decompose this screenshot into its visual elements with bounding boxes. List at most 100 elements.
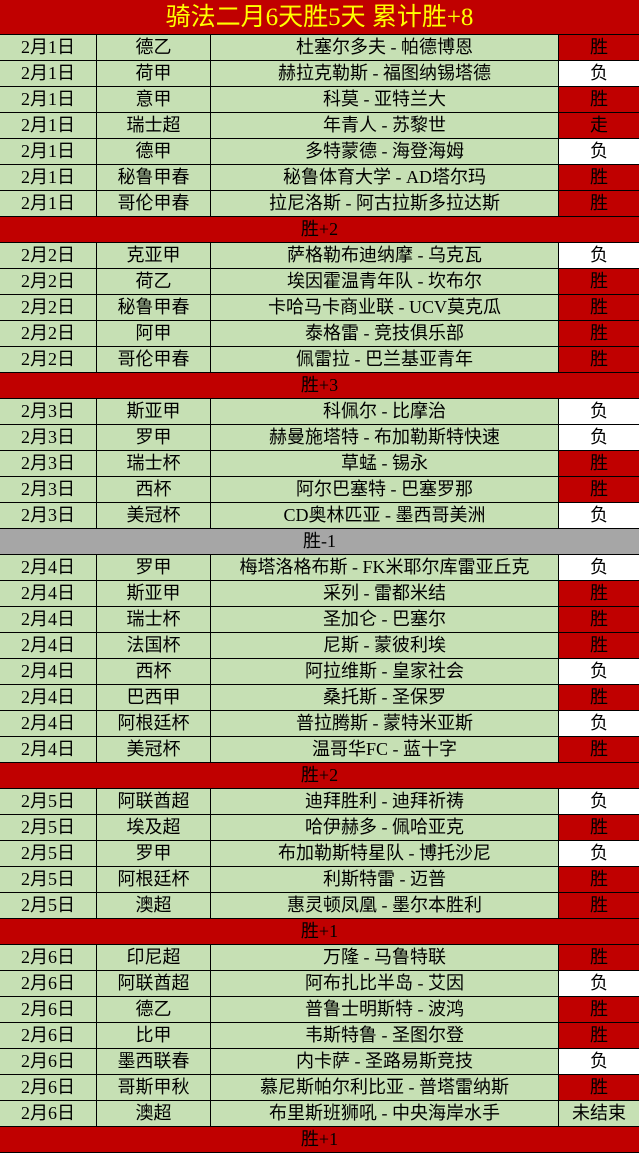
match-cell: 赫拉克勒斯 - 福图纳锡塔德	[211, 61, 559, 86]
date-cell: 2月6日	[0, 1075, 97, 1100]
league-cell: 巴西甲	[97, 685, 211, 710]
match-row: 2月6日 墨西联春 内卡萨 - 圣路易斯竞技负	[0, 1049, 639, 1075]
match-cell: 萨格勒布迪纳摩 - 乌克瓦	[211, 243, 559, 268]
league-cell: 法国杯	[97, 633, 211, 658]
date-cell: 2月2日	[0, 321, 97, 346]
results-table: 2月1日 德乙 杜塞尔多夫 - 帕德博恩胜 2月1日 荷甲 赫拉克勒斯 - 福图纳锡塔德负…	[0, 35, 639, 1153]
match-cell: 圣加仑 - 巴塞尔	[211, 607, 559, 632]
match-cell: CD奥林匹亚 - 墨西哥美洲	[211, 503, 559, 528]
result-cell: 负	[559, 1049, 639, 1074]
result-cell: 胜	[559, 581, 639, 606]
league-cell: 克亚甲	[97, 243, 211, 268]
date-cell: 2月2日	[0, 269, 97, 294]
league-cell: 比甲	[97, 1023, 211, 1048]
result-cell: 胜	[559, 87, 639, 112]
league-cell: 罗甲	[97, 841, 211, 866]
league-cell: 斯亚甲	[97, 581, 211, 606]
match-cell: 迪拜胜利 - 迪拜祈祷	[211, 789, 559, 814]
result-cell: 胜	[559, 607, 639, 632]
match-row: 2月1日 荷甲 赫拉克勒斯 - 福图纳锡塔德负	[0, 61, 639, 87]
date-cell: 2月6日	[0, 997, 97, 1022]
date-cell: 2月4日	[0, 607, 97, 632]
date-cell: 2月6日	[0, 945, 97, 970]
match-cell: 科佩尔 - 比摩治	[211, 399, 559, 424]
match-row: 2月3日 瑞士杯 草蜢 - 锡永胜	[0, 451, 639, 477]
match-cell: 阿拉维斯 - 皇家社会	[211, 659, 559, 684]
match-row: 2月1日 德乙 杜塞尔多夫 - 帕德博恩胜	[0, 35, 639, 61]
league-cell: 西杯	[97, 477, 211, 502]
league-cell: 阿根廷杯	[97, 711, 211, 736]
match-row: 2月6日 比甲 韦斯特鲁 - 圣图尔登胜	[0, 1023, 639, 1049]
match-cell: 桑托斯 - 圣保罗	[211, 685, 559, 710]
match-cell: 杜塞尔多夫 - 帕德博恩	[211, 35, 559, 60]
league-cell: 美冠杯	[97, 503, 211, 528]
day-summary-row: 胜+1	[0, 919, 639, 945]
match-cell: 阿尔巴塞特 - 巴塞罗那	[211, 477, 559, 502]
date-cell: 2月4日	[0, 737, 97, 762]
match-row: 2月4日 美冠杯 温哥华FC - 蓝十字胜	[0, 737, 639, 763]
match-cell: 年青人 - 苏黎世	[211, 113, 559, 138]
match-row: 2月2日 克亚甲 萨格勒布迪纳摩 - 乌克瓦负	[0, 243, 639, 269]
date-cell: 2月4日	[0, 659, 97, 684]
result-cell: 胜	[559, 867, 639, 892]
match-row: 2月6日 阿联酋超 阿布扎比半岛 - 艾因负	[0, 971, 639, 997]
match-cell: 拉尼洛斯 - 阿古拉斯多拉达斯	[211, 191, 559, 216]
result-cell: 胜	[559, 35, 639, 60]
match-cell: 科莫 - 亚特兰大	[211, 87, 559, 112]
result-cell: 负	[559, 139, 639, 164]
league-cell: 秘鲁甲春	[97, 165, 211, 190]
match-row: 2月2日 秘鲁甲春 卡哈马卡商业联 - UCV莫克瓜胜	[0, 295, 639, 321]
date-cell: 2月1日	[0, 139, 97, 164]
league-cell: 阿联酋超	[97, 971, 211, 996]
result-cell: 负	[559, 659, 639, 684]
date-cell: 2月1日	[0, 61, 97, 86]
date-cell: 2月3日	[0, 425, 97, 450]
match-row: 2月5日 埃及超 哈伊赫多 - 佩哈亚克胜	[0, 815, 639, 841]
league-cell: 德乙	[97, 35, 211, 60]
match-row: 2月3日 西杯 阿尔巴塞特 - 巴塞罗那胜	[0, 477, 639, 503]
result-cell: 胜	[559, 685, 639, 710]
result-cell: 胜	[559, 945, 639, 970]
match-row: 2月6日 澳超 布里斯班狮吼 - 中央海岸水手 未结束	[0, 1101, 639, 1127]
date-cell: 2月2日	[0, 347, 97, 372]
league-cell: 荷乙	[97, 269, 211, 294]
league-cell: 埃及超	[97, 815, 211, 840]
match-row: 2月6日 德乙 普鲁士明斯特 - 波鸿胜	[0, 997, 639, 1023]
date-cell: 2月4日	[0, 581, 97, 606]
league-cell: 瑞士超	[97, 113, 211, 138]
result-cell: 负	[559, 971, 639, 996]
match-row: 2月1日 秘鲁甲春 秘鲁体育大学 - AD塔尔玛胜	[0, 165, 639, 191]
result-cell: 负	[559, 503, 639, 528]
date-cell: 2月4日	[0, 555, 97, 580]
match-cell: 普鲁士明斯特 - 波鸿	[211, 997, 559, 1022]
result-cell: 走	[559, 113, 639, 138]
league-cell: 哥斯甲秋	[97, 1075, 211, 1100]
result-cell: 胜	[559, 347, 639, 372]
date-cell: 2月3日	[0, 477, 97, 502]
result-cell: 胜	[559, 477, 639, 502]
league-cell: 斯亚甲	[97, 399, 211, 424]
league-cell: 罗甲	[97, 425, 211, 450]
result-cell: 负	[559, 243, 639, 268]
result-cell: 胜	[559, 893, 639, 918]
league-cell: 瑞士杯	[97, 451, 211, 476]
match-row: 2月4日 巴西甲 桑托斯 - 圣保罗胜	[0, 685, 639, 711]
result-cell: 胜	[559, 1023, 639, 1048]
match-row: 2月2日 荷乙 埃因霍温青年队 - 坎布尔胜	[0, 269, 639, 295]
league-cell: 秘鲁甲春	[97, 295, 211, 320]
match-row: 2月1日 瑞士超 年青人 - 苏黎世走	[0, 113, 639, 139]
match-cell: 韦斯特鲁 - 圣图尔登	[211, 1023, 559, 1048]
match-row: 2月5日 阿根廷杯 利斯特雷 - 迈普胜	[0, 867, 639, 893]
result-cell: 胜	[559, 321, 639, 346]
league-cell: 瑞士杯	[97, 607, 211, 632]
result-cell: 胜	[559, 165, 639, 190]
match-cell: 赫曼施塔特 - 布加勒斯特快速	[211, 425, 559, 450]
match-cell: 惠灵顿凤凰 - 墨尔本胜利	[211, 893, 559, 918]
match-row: 2月2日 哥伦甲春 佩雷拉 - 巴兰基亚青年胜	[0, 347, 639, 373]
match-cell: 万隆 - 马鲁特联	[211, 945, 559, 970]
date-cell: 2月6日	[0, 1023, 97, 1048]
date-cell: 2月1日	[0, 113, 97, 138]
league-cell: 哥伦甲春	[97, 191, 211, 216]
match-cell: 内卡萨 - 圣路易斯竞技	[211, 1049, 559, 1074]
